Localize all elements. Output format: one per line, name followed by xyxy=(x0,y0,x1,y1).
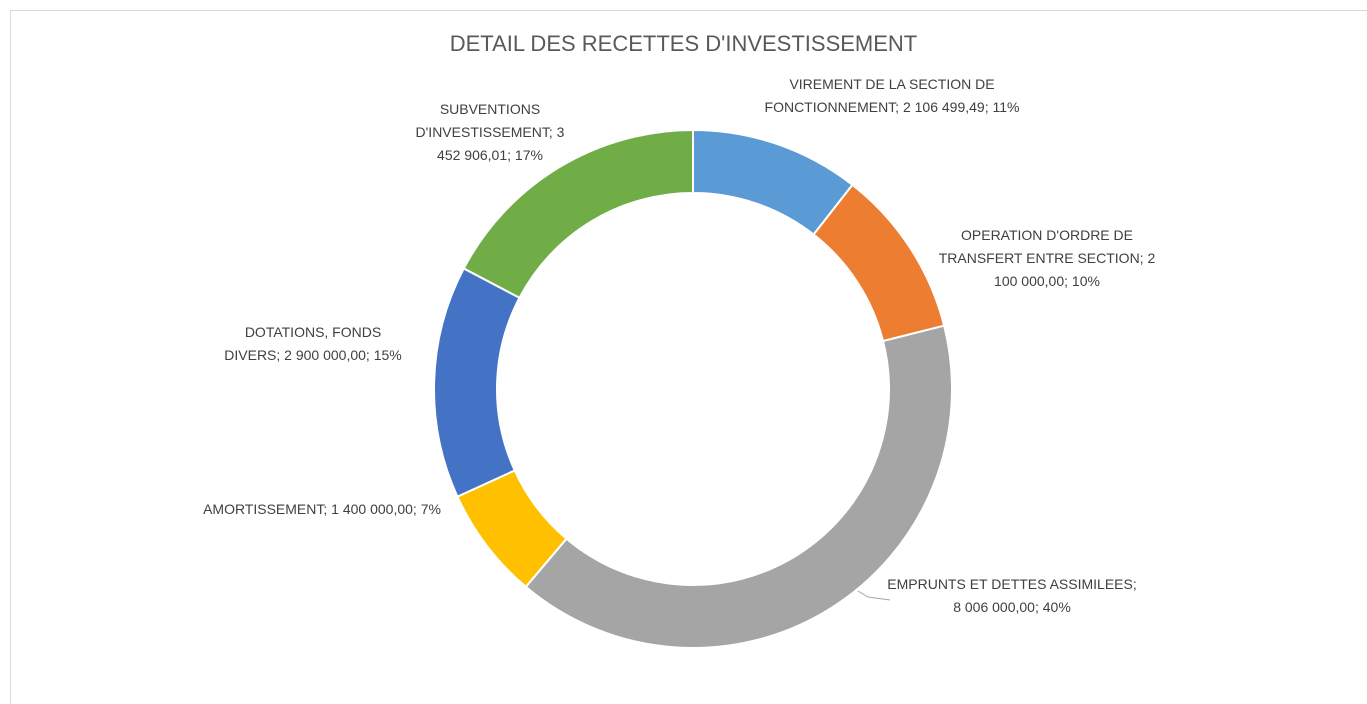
data-label: DOTATIONS, FONDS DIVERS; 2 900 000,00; 1… xyxy=(218,321,408,367)
data-label: SUBVENTIONS D'INVESTISSEMENT; 3 452 906,… xyxy=(403,98,578,167)
percent-label: 11% xyxy=(992,99,1020,115)
value-label: 2 106 499,49; xyxy=(902,99,989,115)
donut-slice xyxy=(433,267,521,498)
chart-frame xyxy=(10,10,1367,704)
data-label: OPERATION D'ORDRE DE TRANSFERT ENTRE SEC… xyxy=(932,224,1162,293)
value-label: 2 900 000,00; xyxy=(284,347,370,363)
category: EMPRUNTS ET DETTES ASSIMILEES; xyxy=(887,576,1137,592)
data-label: VIREMENT DE LA SECTION DE FONCTIONNEMENT… xyxy=(762,73,1022,119)
percent-label: 17% xyxy=(514,147,543,163)
percent-label: 40% xyxy=(1042,599,1071,615)
donut-slice xyxy=(524,324,953,649)
percent-label: 15% xyxy=(373,347,402,363)
percent-label: 7% xyxy=(420,501,441,517)
data-label: EMPRUNTS ET DETTES ASSIMILEES; 8 006 000… xyxy=(882,573,1142,619)
value-label: 3 452 906,01; xyxy=(437,124,565,163)
leader-line xyxy=(857,590,891,601)
chart-title: DETAIL DES RECETTES D'INVESTISSEMENT xyxy=(449,31,918,56)
category: SUBVENTIONS D'INVESTISSEMENT; xyxy=(415,101,553,140)
category: AMORTISSEMENT; xyxy=(203,501,328,517)
donut-slice xyxy=(462,128,694,300)
donut-slice xyxy=(812,183,946,343)
category: OPERATION D'ORDRE DE TRANSFERT ENTRE SEC… xyxy=(938,227,1144,266)
category: VIREMENT DE LA SECTION DE FONCTIONNEMENT… xyxy=(764,76,995,115)
category: DOTATIONS, FONDS DIVERS; xyxy=(224,324,382,363)
value-label: 8 006 000,00; xyxy=(953,599,1039,615)
value-label: 2 100 000,00; xyxy=(994,250,1156,289)
data-label: AMORTISSEMENT; 1 400 000,00; 7% xyxy=(185,498,460,521)
percent-label: 10% xyxy=(1071,273,1100,289)
value-label: 1 400 000,00; xyxy=(331,501,417,517)
